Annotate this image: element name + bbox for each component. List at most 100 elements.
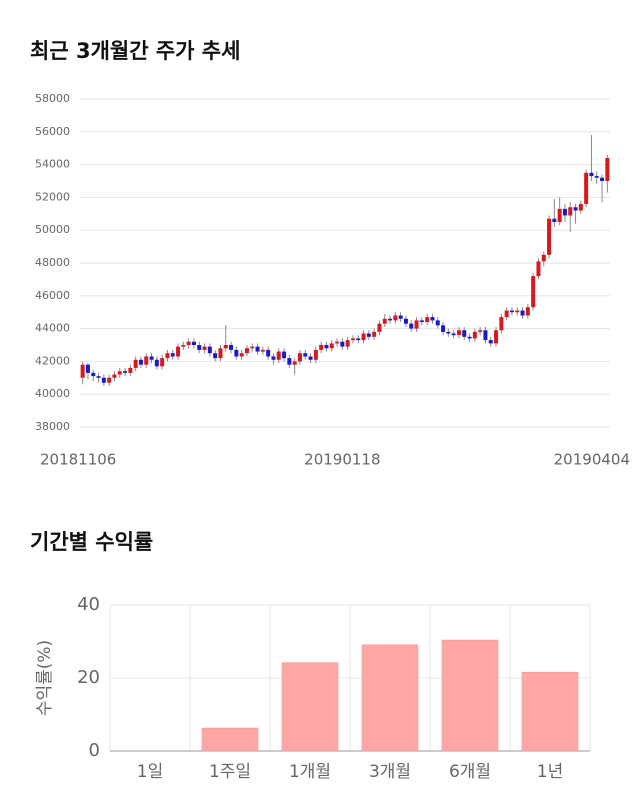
candle-body (419, 320, 424, 323)
candle-body (271, 356, 276, 360)
bar (361, 644, 419, 752)
candle-body (107, 377, 112, 383)
candle-body (149, 356, 154, 360)
candle-body (80, 364, 85, 378)
bar (201, 727, 259, 752)
candle-body (186, 341, 191, 345)
candle-body (441, 325, 446, 332)
bar (521, 671, 579, 752)
candle-body (218, 348, 223, 359)
y-tick-label: 58000 (35, 92, 70, 105)
candle-body (170, 353, 175, 357)
candle-body (297, 353, 302, 362)
candle-body (319, 345, 324, 350)
candle-body (372, 331, 377, 337)
candle-body (398, 315, 403, 319)
candle-body (176, 346, 181, 357)
candle-body (393, 315, 398, 321)
candle-body (287, 358, 292, 365)
x-tick-label: 1일 (137, 762, 163, 782)
candle-body (536, 261, 541, 277)
candle-body (207, 346, 212, 354)
candle-body (589, 172, 594, 177)
x-tick-label: 20181106 (40, 451, 116, 469)
y-tick-label: 56000 (35, 125, 70, 138)
candle-body (223, 345, 228, 349)
candle-body (324, 345, 329, 349)
y-axis-label: 수익률(%) (35, 640, 55, 716)
candle-body (350, 338, 355, 341)
candle-body (244, 348, 249, 354)
candle-body (250, 346, 255, 349)
bar (281, 662, 339, 752)
candle-body (594, 176, 599, 178)
candle-body (154, 359, 159, 367)
candle-body (430, 317, 435, 321)
chart-title: 기간별 수익률 (30, 530, 153, 554)
y-tick-label: 44000 (35, 322, 70, 335)
candle-body (499, 317, 504, 331)
candle-body (255, 346, 260, 352)
y-tick-label: 48000 (35, 256, 70, 269)
candle-body (605, 158, 610, 181)
y-tick-label: 54000 (35, 158, 70, 171)
candle-body (229, 345, 234, 350)
candle-body (112, 374, 117, 378)
candle-body (446, 331, 451, 334)
candle-body (377, 323, 382, 332)
candle-body (509, 310, 514, 313)
x-tick-label: 20190404 (554, 451, 630, 469)
candle-body (340, 341, 345, 347)
candle-body (568, 207, 573, 216)
candle-body (425, 317, 430, 323)
candle-body (181, 345, 186, 347)
y-tick-label: 20 (77, 667, 100, 688)
candle-body (313, 349, 318, 360)
candle-body (308, 356, 313, 360)
y-tick-label: 40000 (35, 387, 70, 400)
candle-body (335, 341, 340, 344)
candle-body (382, 318, 387, 324)
candle-body (520, 310, 525, 316)
bar (441, 639, 499, 752)
candle-body (191, 341, 196, 345)
candle-body (260, 349, 265, 352)
candle-body (202, 346, 207, 350)
candle-body (494, 330, 499, 344)
candle-body (101, 377, 106, 383)
y-tick-label: 42000 (35, 354, 70, 367)
candle-body (584, 172, 589, 204)
x-tick-label: 3개월 (369, 762, 411, 782)
y-tick-label: 52000 (35, 190, 70, 203)
candle-body (557, 208, 562, 222)
candle-body (276, 351, 281, 360)
candle-body (282, 351, 287, 359)
candle-body (409, 323, 414, 329)
x-tick-label: 20190118 (304, 451, 380, 469)
candle-body (562, 208, 567, 216)
candle-body (133, 359, 138, 368)
candle-body (128, 367, 133, 373)
candle-body (239, 353, 244, 357)
candle-body (456, 330, 461, 336)
candle-body (578, 203, 583, 211)
candle-body (388, 318, 393, 321)
candle-body (504, 310, 509, 318)
candle-body (451, 333, 456, 336)
candle-body (361, 333, 366, 341)
candle-body (303, 353, 308, 357)
candle-body (123, 371, 128, 373)
candle-body (213, 353, 218, 359)
candle-body (85, 364, 90, 373)
candle-body (462, 330, 467, 337)
candle-body (488, 340, 493, 344)
x-tick-label: 1개월 (289, 762, 331, 782)
candle-body (91, 372, 96, 377)
x-tick-label: 6개월 (449, 762, 491, 782)
y-tick-label: 40 (77, 594, 100, 615)
candle-body (525, 307, 530, 316)
candle-body (117, 371, 122, 375)
candle-body (96, 376, 101, 378)
y-tick-label: 38000 (35, 420, 70, 433)
